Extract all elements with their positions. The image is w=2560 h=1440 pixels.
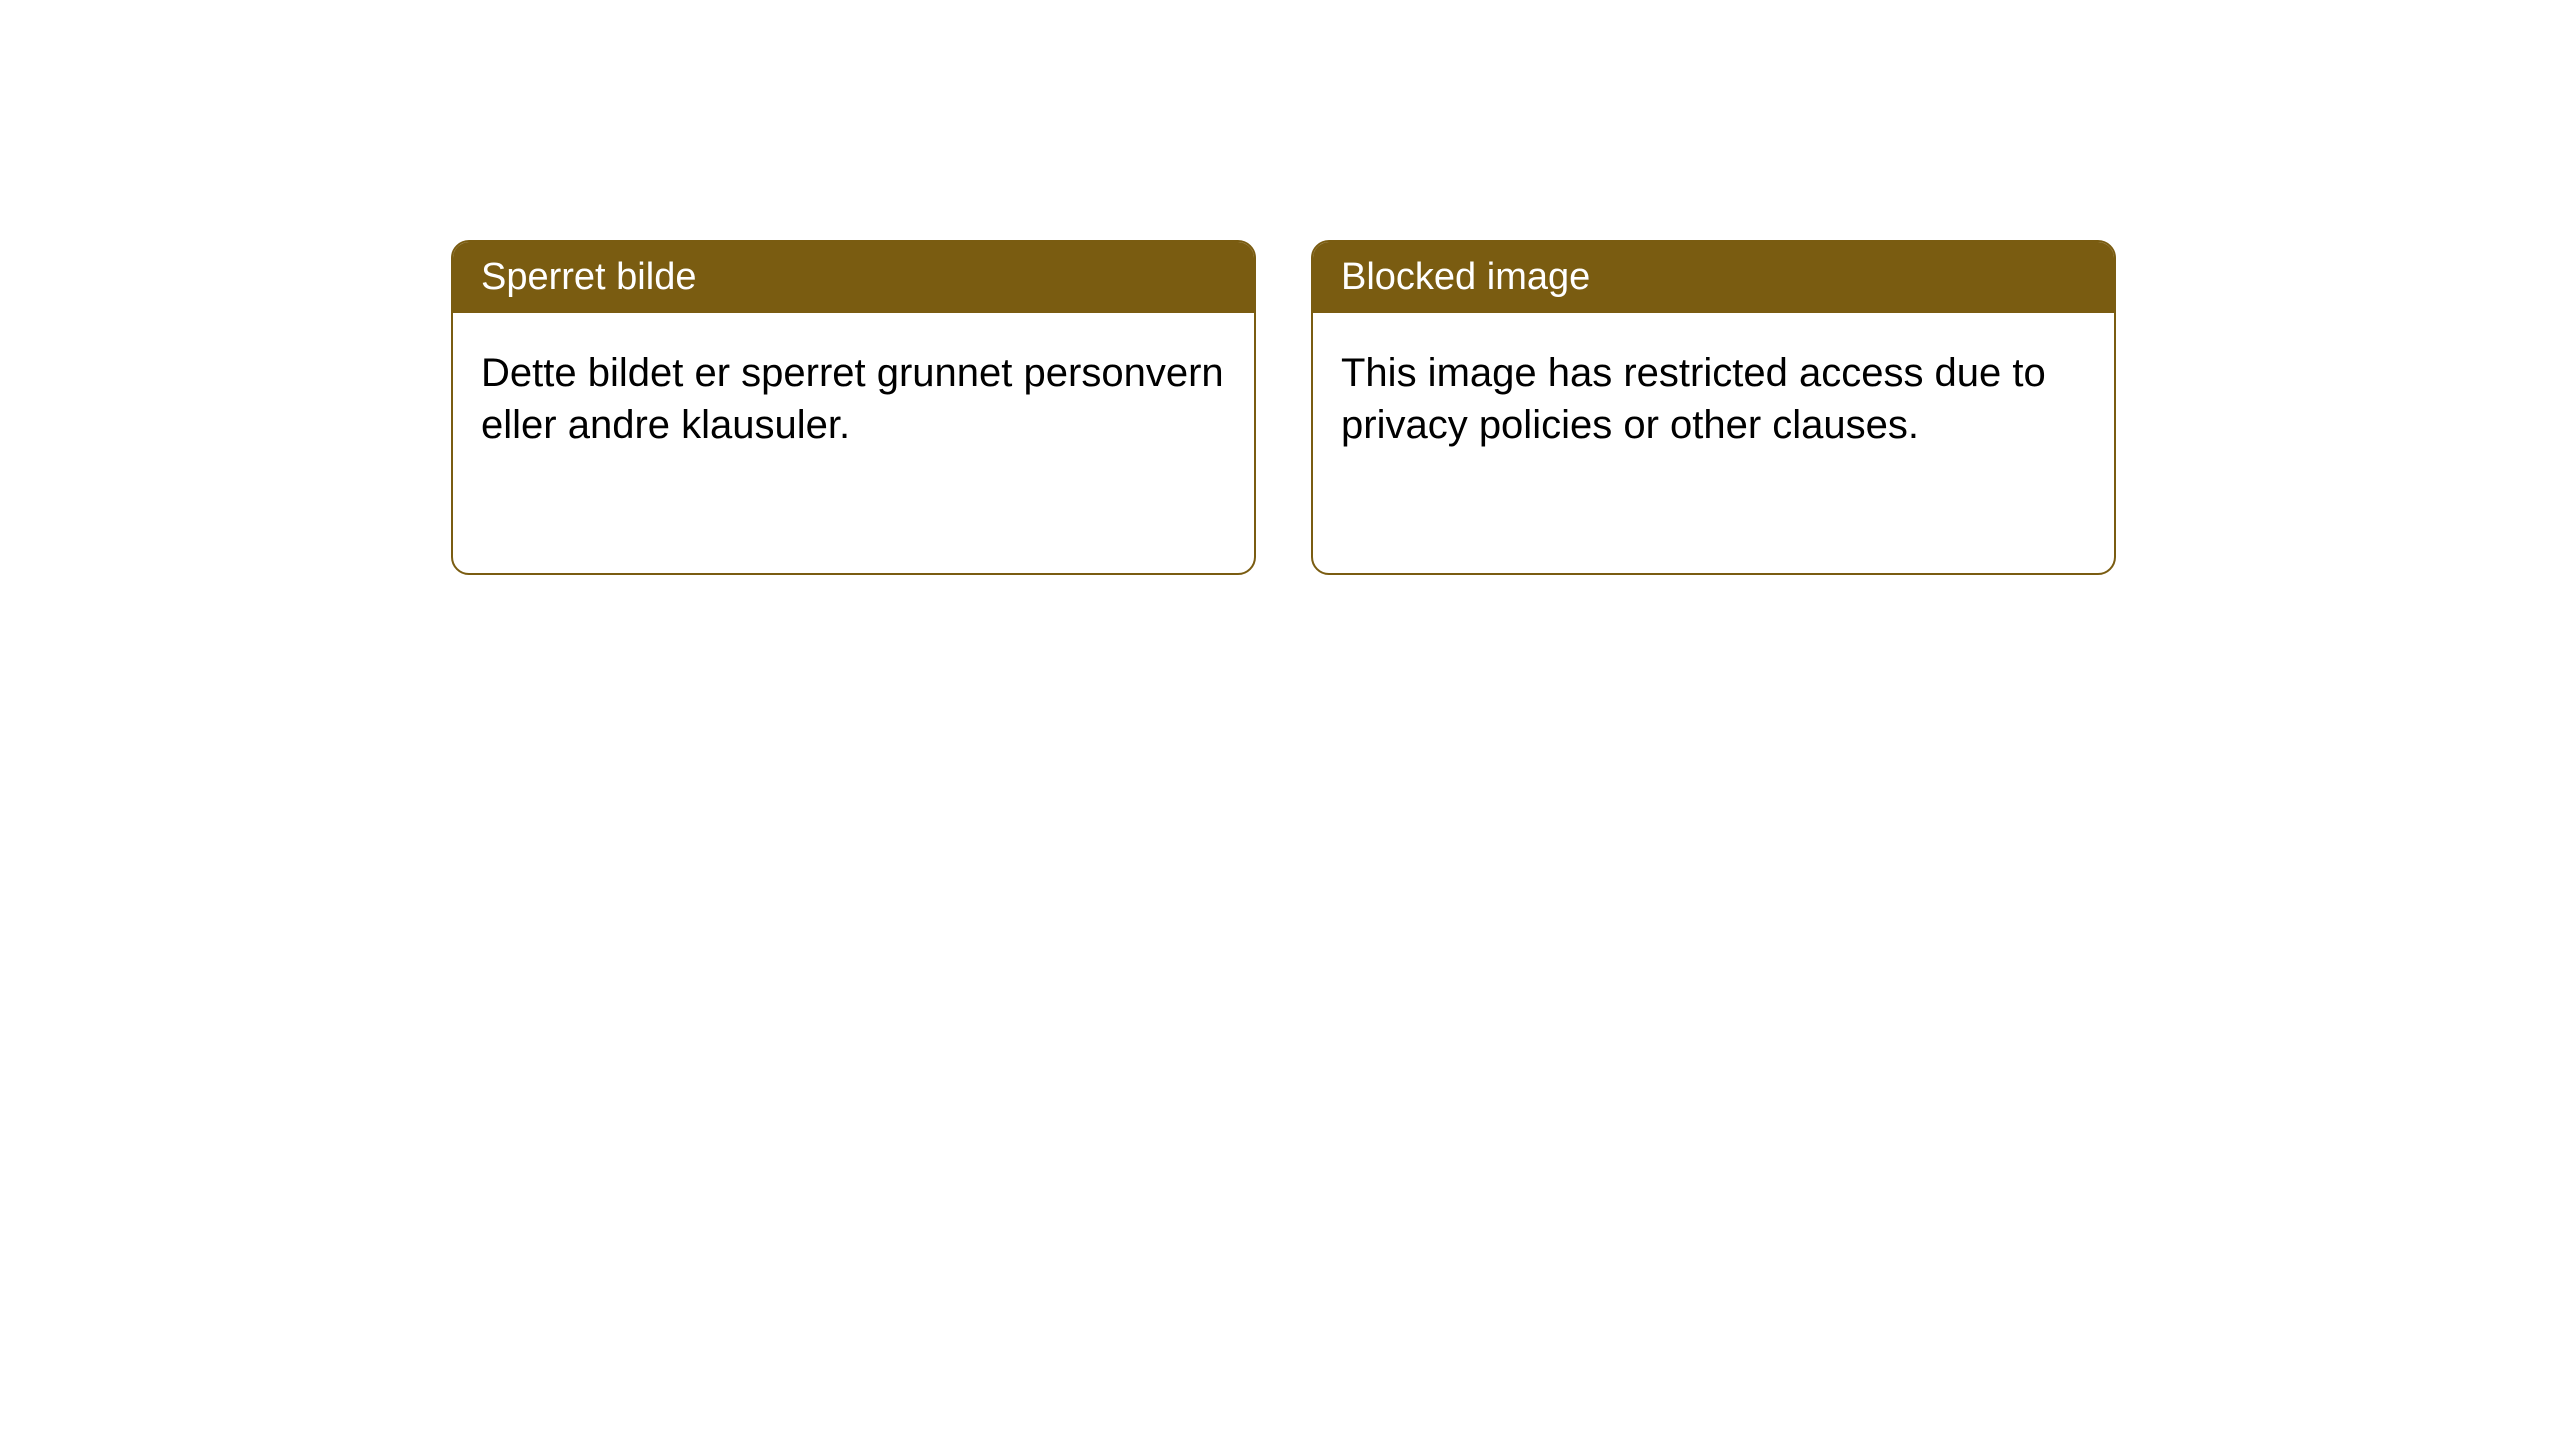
notice-container: Sperret bilde Dette bildet er sperret gr… (0, 0, 2560, 575)
notice-card-norwegian: Sperret bilde Dette bildet er sperret gr… (451, 240, 1256, 575)
notice-card-english: Blocked image This image has restricted … (1311, 240, 2116, 575)
notice-header-norwegian: Sperret bilde (453, 242, 1254, 313)
notice-header-english: Blocked image (1313, 242, 2114, 313)
notice-body-english: This image has restricted access due to … (1313, 313, 2114, 485)
notice-body-norwegian: Dette bildet er sperret grunnet personve… (453, 313, 1254, 485)
